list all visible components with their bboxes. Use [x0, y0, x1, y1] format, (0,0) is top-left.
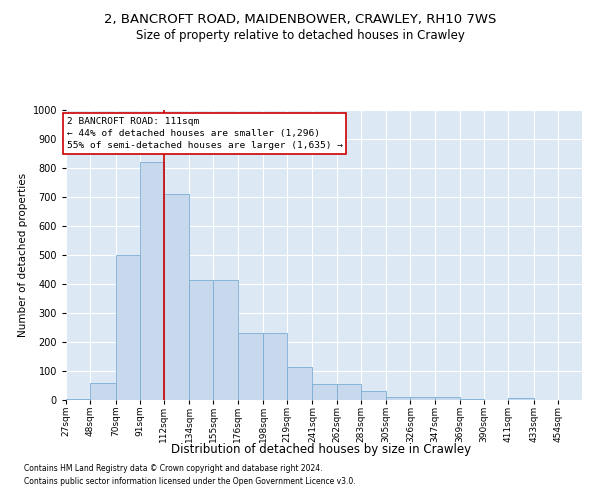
- Bar: [238, 334, 263, 400]
- Bar: [189, 280, 214, 400]
- Text: Contains HM Land Registry data © Crown copyright and database right 2024.: Contains HM Land Registry data © Crown c…: [24, 464, 323, 473]
- Bar: [313, 384, 337, 400]
- Bar: [410, 396, 434, 400]
- Bar: [214, 280, 238, 400]
- Text: 2, BANCROFT ROAD, MAIDENBOWER, CRAWLEY, RH10 7WS: 2, BANCROFT ROAD, MAIDENBOWER, CRAWLEY, …: [104, 12, 496, 26]
- Bar: [460, 398, 484, 400]
- Text: Size of property relative to detached houses in Crawley: Size of property relative to detached ho…: [136, 29, 464, 42]
- Bar: [287, 366, 313, 400]
- Bar: [140, 162, 164, 400]
- Y-axis label: Number of detached properties: Number of detached properties: [19, 173, 28, 337]
- Bar: [337, 384, 361, 400]
- Bar: [263, 334, 287, 400]
- Bar: [361, 392, 386, 400]
- Bar: [116, 255, 140, 400]
- Bar: [508, 398, 533, 400]
- Text: 2 BANCROFT ROAD: 111sqm
← 44% of detached houses are smaller (1,296)
55% of semi: 2 BANCROFT ROAD: 111sqm ← 44% of detache…: [67, 117, 343, 150]
- Bar: [90, 382, 116, 400]
- Bar: [386, 396, 410, 400]
- Bar: [164, 194, 189, 400]
- Text: Distribution of detached houses by size in Crawley: Distribution of detached houses by size …: [171, 442, 471, 456]
- Bar: [434, 398, 460, 400]
- Bar: [66, 398, 90, 400]
- Text: Contains public sector information licensed under the Open Government Licence v3: Contains public sector information licen…: [24, 478, 356, 486]
